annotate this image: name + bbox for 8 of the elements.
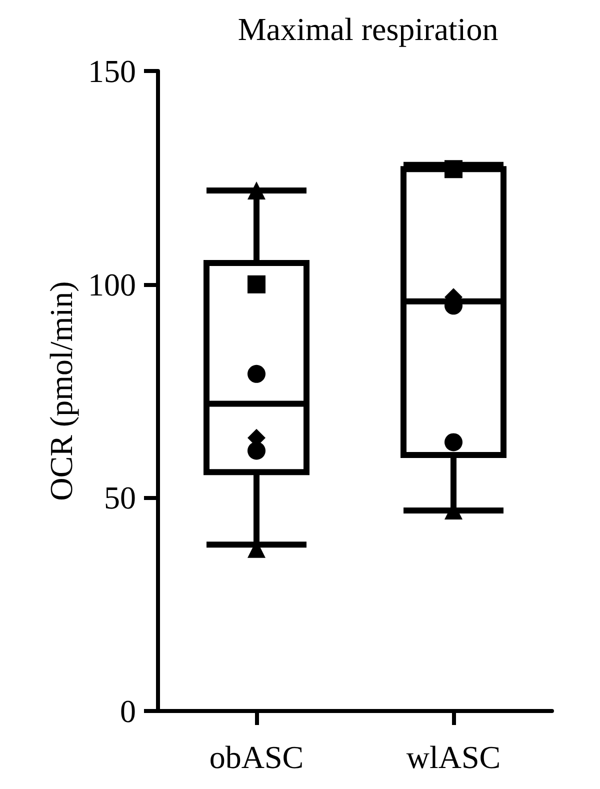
- chart-title: Maximal respiration: [238, 11, 498, 47]
- y-tick-label: 0: [120, 693, 136, 729]
- x-tick-label: wlASC: [406, 739, 501, 775]
- y-tick-label: 100: [88, 266, 136, 302]
- y-tick-label: 150: [88, 53, 136, 89]
- x-tick-label: obASC: [209, 739, 304, 775]
- y-tick-label: 50: [104, 480, 136, 516]
- y-axis-title: OCR (pmol/min): [43, 281, 80, 501]
